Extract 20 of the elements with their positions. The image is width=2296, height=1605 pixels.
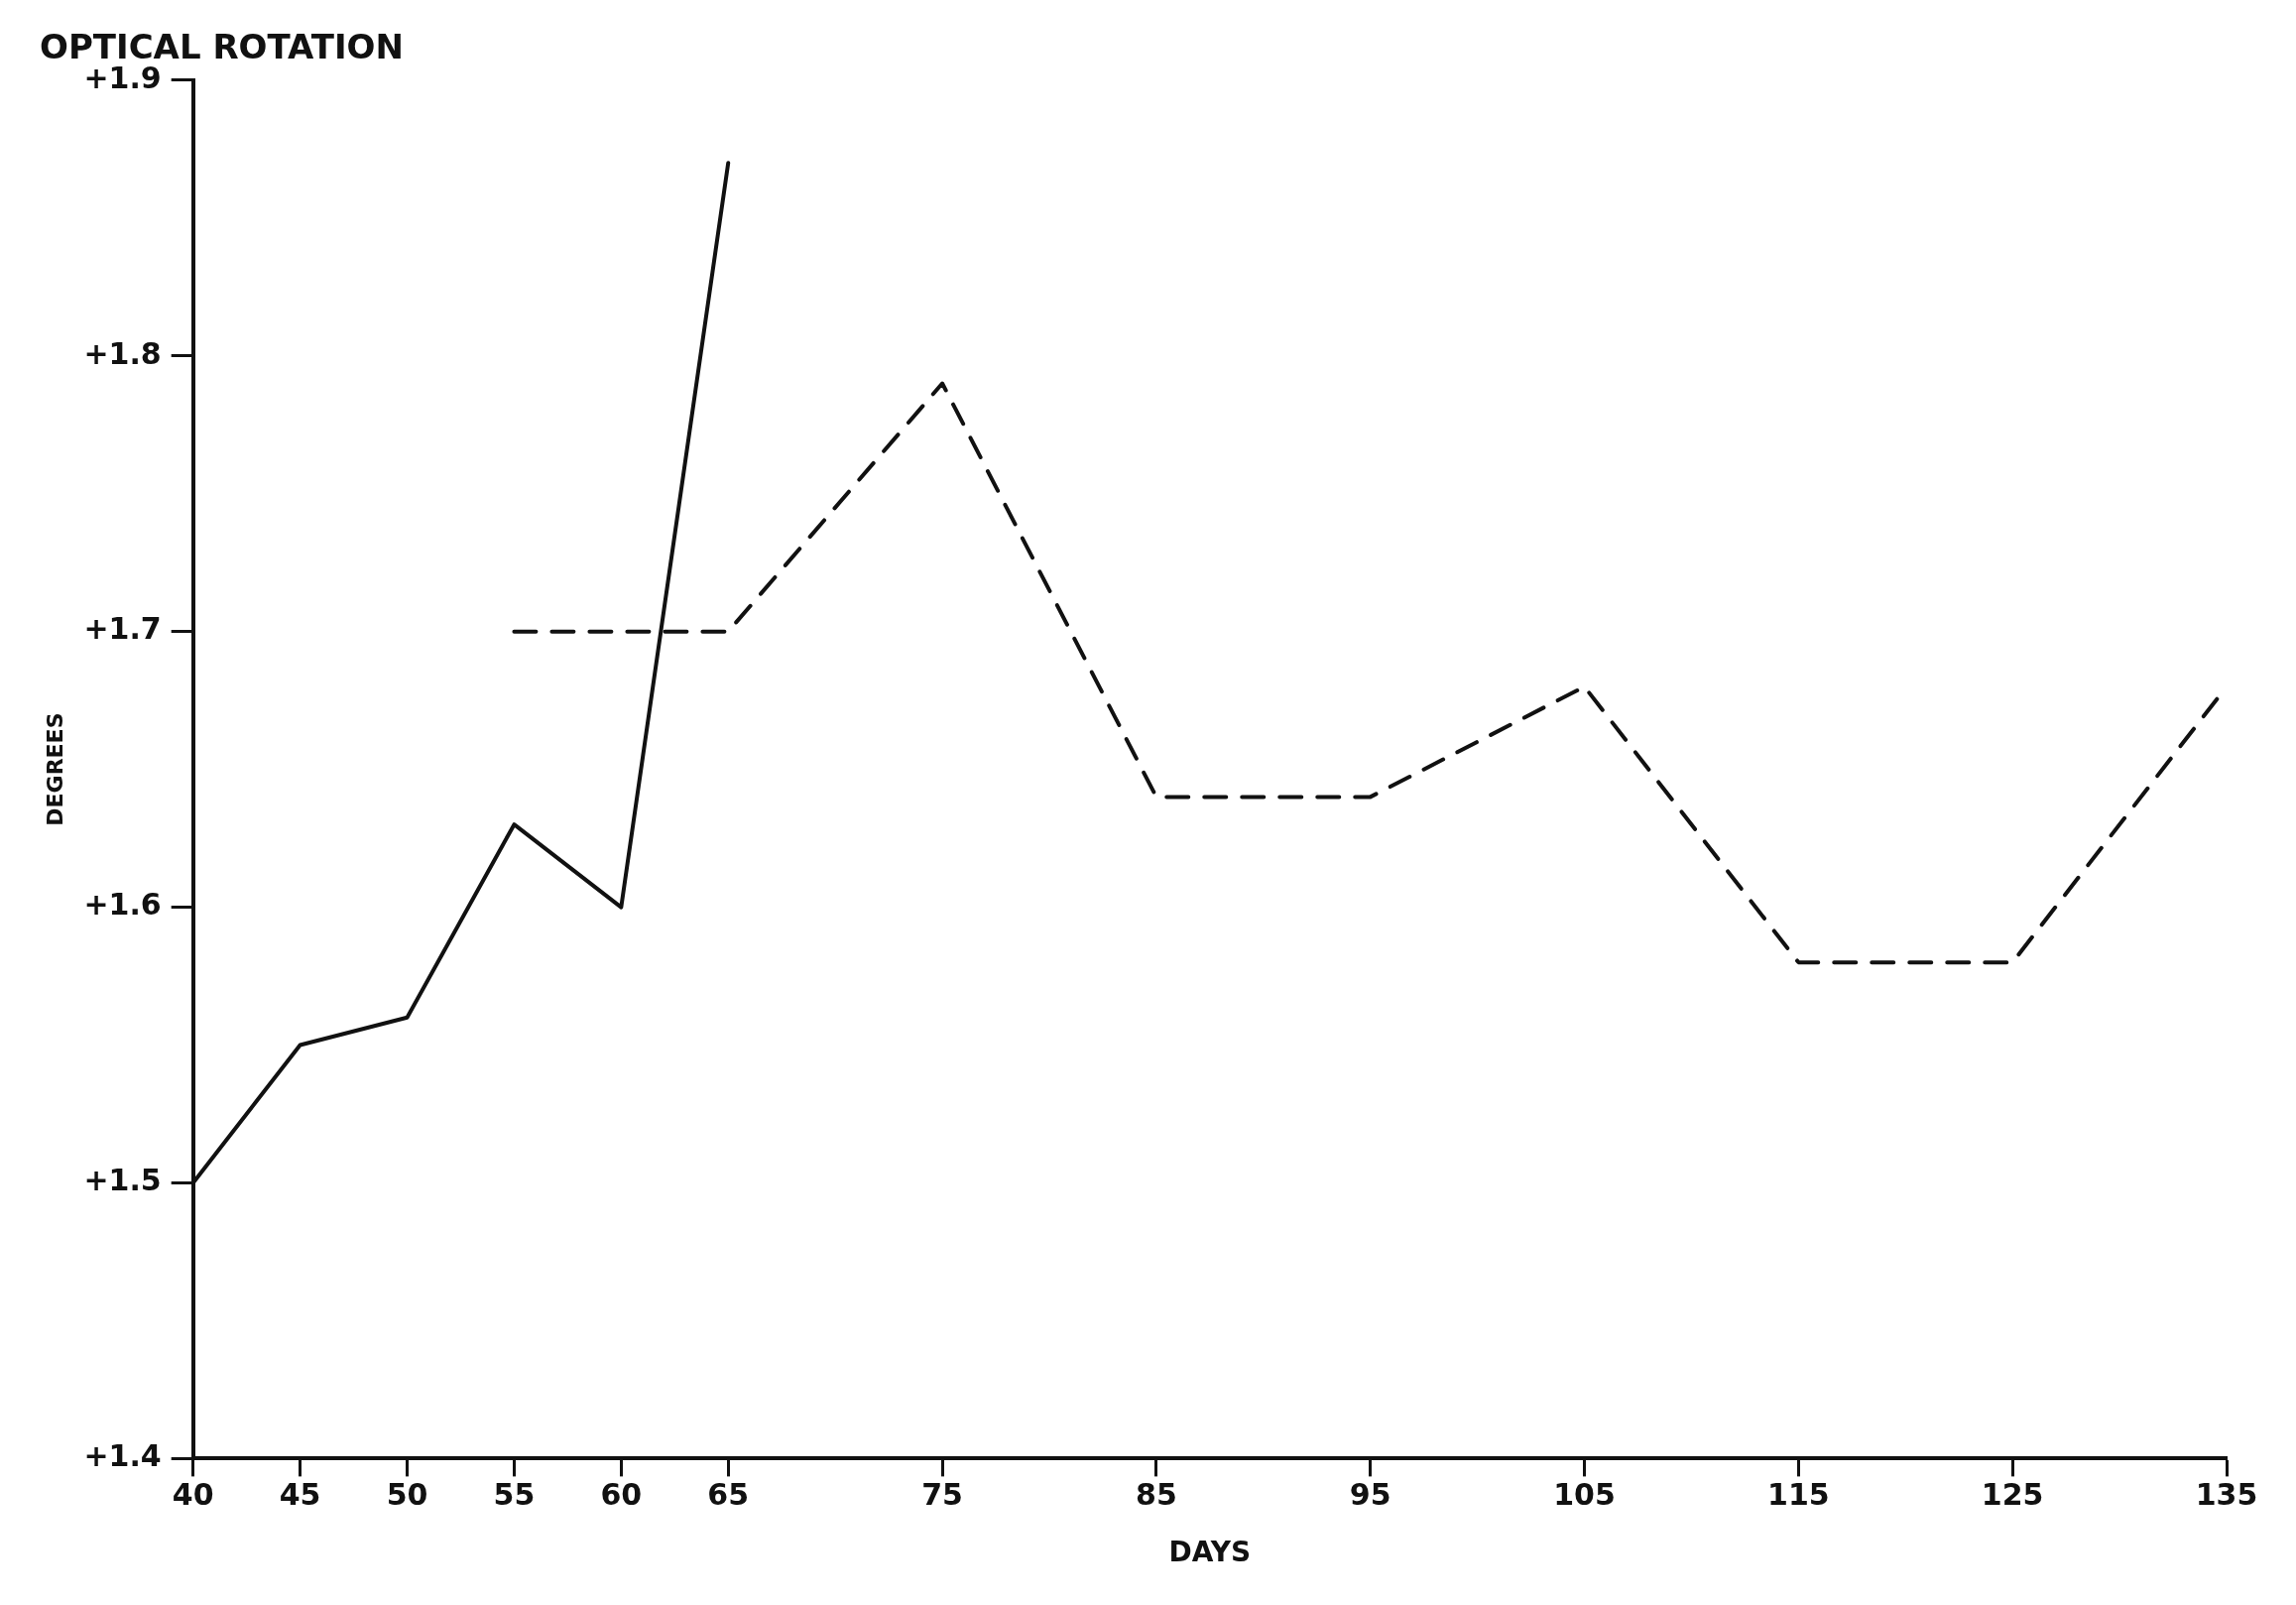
y-tick-label: +1.6 xyxy=(83,887,162,923)
x-tick-label: 125 xyxy=(1981,1477,2044,1513)
x-tick-label: 40 xyxy=(172,1477,214,1513)
y-tick-label: +1.8 xyxy=(83,335,162,371)
x-tick-label: 115 xyxy=(1767,1477,1830,1513)
x-tick-label: 45 xyxy=(279,1477,321,1513)
x-tick-label: 75 xyxy=(921,1477,963,1513)
x-tick-label: 85 xyxy=(1136,1477,1177,1513)
x-tick-label: 55 xyxy=(493,1477,536,1513)
y-tick-label: +1.4 xyxy=(83,1438,162,1474)
x-tick-label: 105 xyxy=(1553,1477,1616,1513)
y-axis-title: DEGREES xyxy=(42,712,67,826)
y-tick-label: +1.7 xyxy=(83,611,162,647)
x-tick-label: 50 xyxy=(386,1477,428,1513)
x-tick-label: 65 xyxy=(707,1477,750,1513)
x-tick-label: 60 xyxy=(600,1477,643,1513)
y-tick-label: +1.5 xyxy=(83,1163,162,1198)
x-axis-title: DAYS xyxy=(1168,1536,1252,1569)
x-tick-label: 95 xyxy=(1349,1477,1391,1513)
x-tick-label: 135 xyxy=(2195,1477,2258,1513)
